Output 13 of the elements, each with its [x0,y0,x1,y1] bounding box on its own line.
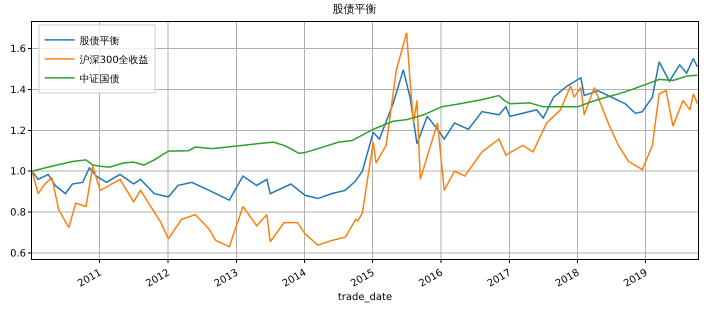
legend-label: 沪深300全收益 [80,54,149,66]
y-tick-label: 1.0 [10,166,26,178]
y-tick-label: 0.6 [10,248,26,260]
y-tick-label: 1.4 [10,84,26,96]
y-tick-label: 1.2 [10,126,26,137]
line-series [32,32,698,248]
line-series [32,74,698,172]
legend-label: 中证国债 [80,72,120,85]
legend-label: 股债平衡 [80,34,120,47]
y-tick-label: 1.6 [10,44,26,56]
x-axis-title: trade_date [338,292,392,304]
y-tick-label: 0.8 [10,208,26,219]
chart-title: 股债平衡 [332,2,376,16]
